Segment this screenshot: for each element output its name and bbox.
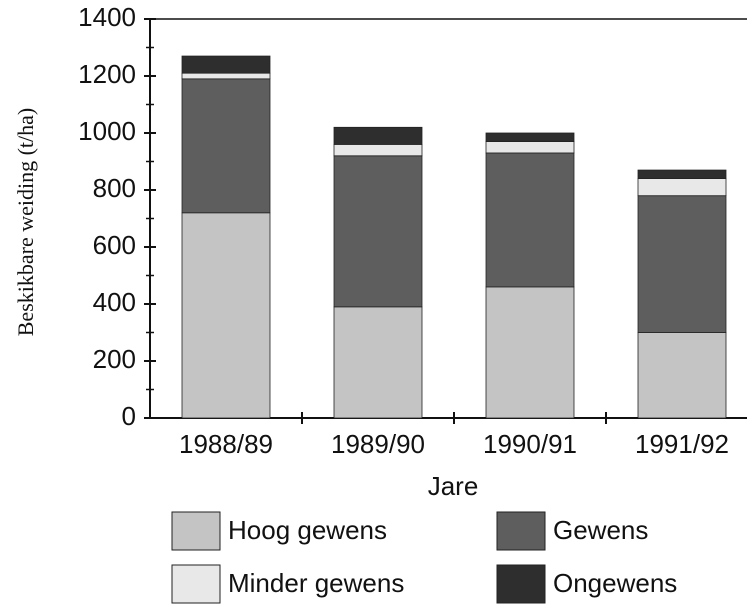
bar-segment	[485, 141, 575, 154]
bar-segment	[181, 55, 271, 74]
legend-swatch	[171, 564, 221, 604]
bar-segment	[333, 143, 423, 157]
bar-segment	[637, 178, 727, 197]
legend-swatch	[496, 564, 546, 604]
y-tick-label: 1400	[78, 2, 136, 32]
legend-label: Hoog gewens	[228, 515, 387, 545]
bar-segment	[485, 132, 575, 142]
y-tick-label: 400	[93, 287, 136, 317]
x-axis-label: Jare	[428, 471, 479, 501]
y-tick-label: 1200	[78, 59, 136, 89]
bar-segment	[485, 286, 575, 419]
legend-swatch	[171, 511, 221, 551]
bar-segment	[333, 306, 423, 419]
bar-segment	[485, 152, 575, 288]
bar-segment	[181, 212, 271, 419]
legend-label: Minder gewens	[228, 568, 404, 598]
legend-label: Ongewens	[553, 568, 677, 598]
y-tick-label: 800	[93, 173, 136, 203]
bar-segment	[333, 155, 423, 308]
legend-swatch	[496, 511, 546, 551]
x-tick-label: 1991/92	[635, 429, 729, 459]
x-tick-label: 1988/89	[179, 429, 273, 459]
bar-segment	[333, 126, 423, 145]
y-tick-label: 600	[93, 230, 136, 260]
x-tick-label: 1989/90	[331, 429, 425, 459]
y-tick-label: 0	[122, 401, 136, 431]
y-tick-label: 1000	[78, 116, 136, 146]
bar-segment	[181, 78, 271, 214]
bar-segment	[181, 72, 271, 80]
bar-segment	[637, 195, 727, 333]
legend-label: Gewens	[553, 515, 648, 545]
y-tick-label: 200	[93, 344, 136, 374]
bar-segment	[637, 332, 727, 419]
x-tick-label: 1990/91	[483, 429, 577, 459]
y-axis-label: Beskikbare weiding (t/ha)	[13, 108, 38, 337]
bar-segment	[637, 169, 727, 180]
